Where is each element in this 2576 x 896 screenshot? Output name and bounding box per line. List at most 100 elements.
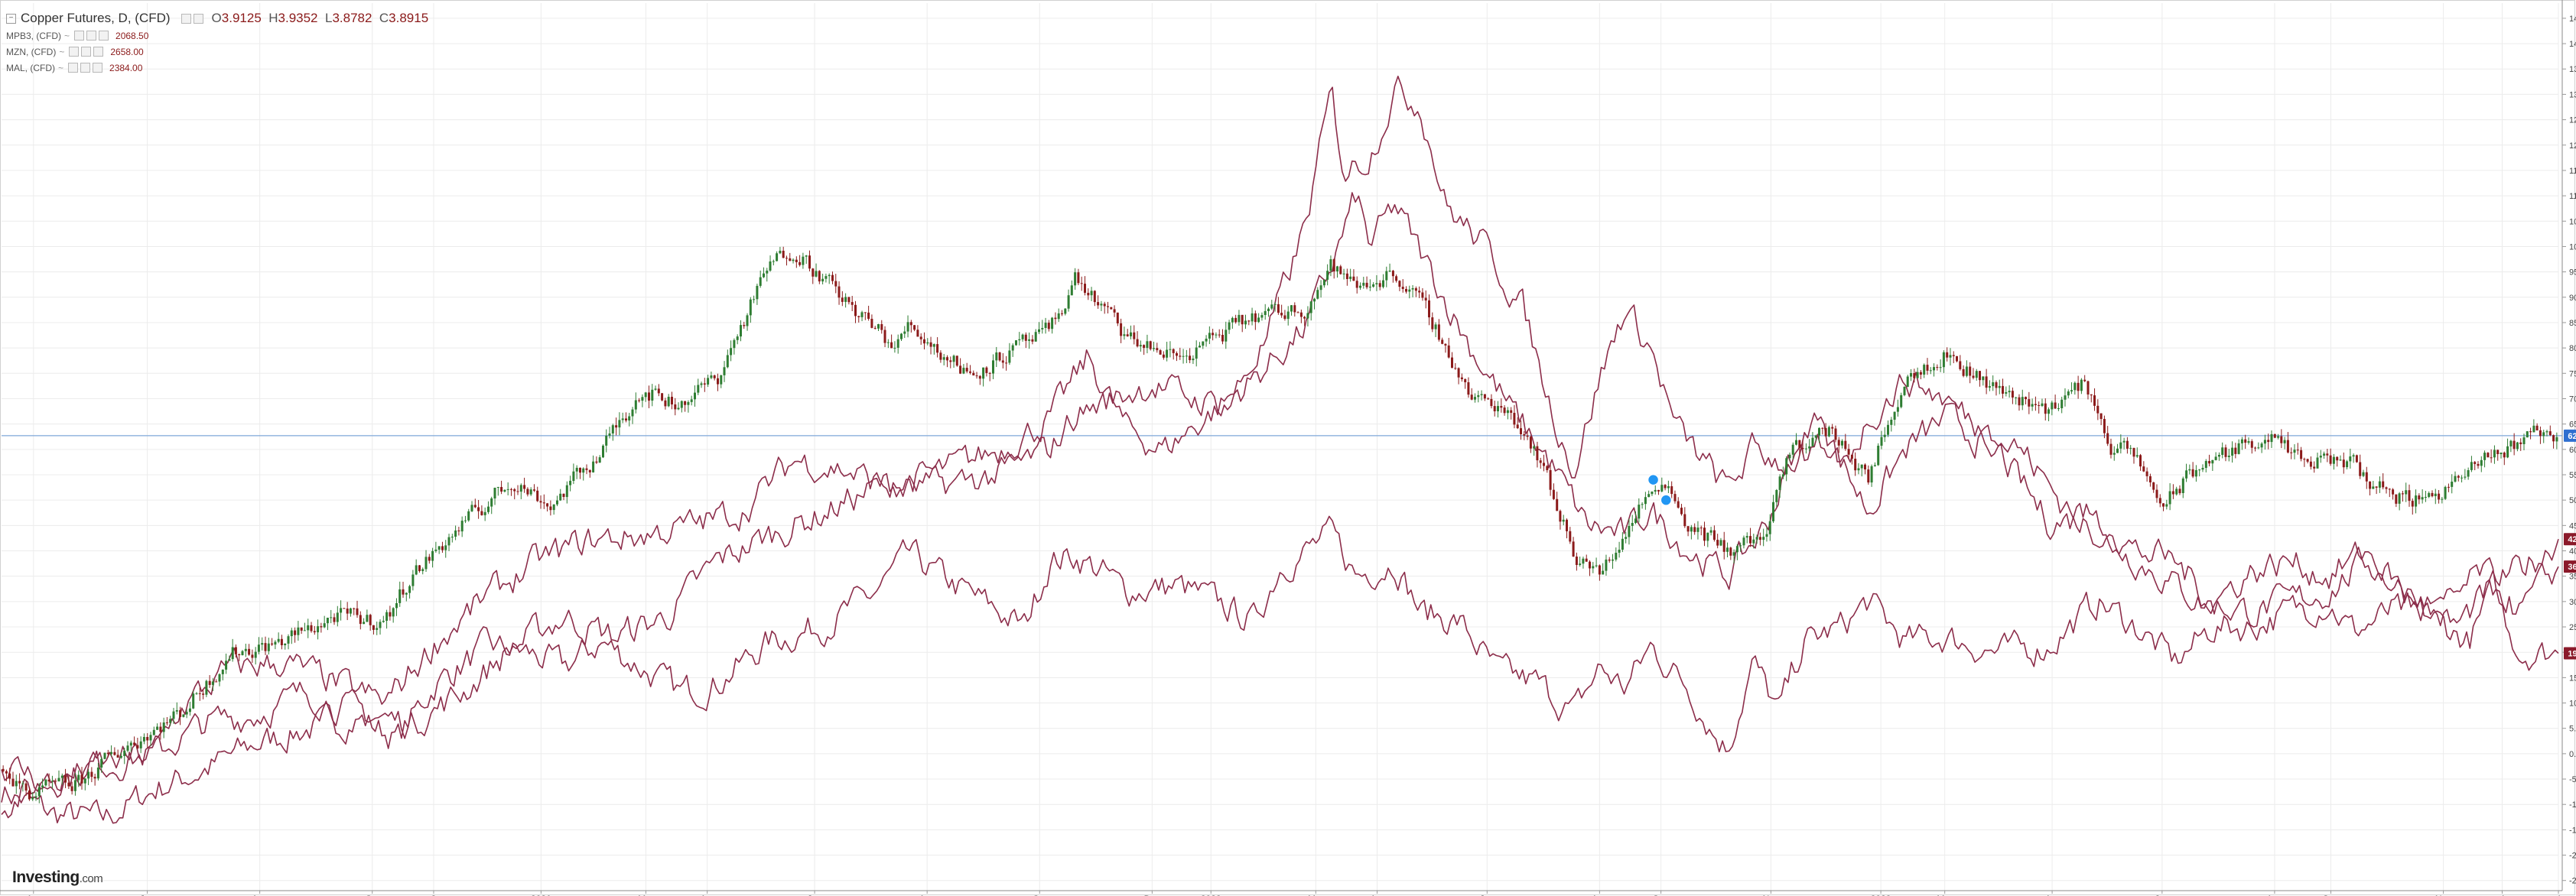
candle-body <box>1758 537 1761 541</box>
x-tick-label: Sep <box>2323 894 2340 896</box>
candle-body <box>1185 355 1188 357</box>
candle-body <box>694 392 696 400</box>
candle-body <box>2490 457 2493 459</box>
candle-body <box>2155 489 2158 498</box>
close-icon[interactable] <box>93 63 103 73</box>
y-tick-label: -15.00% <box>2569 826 2576 835</box>
candle-body <box>2152 482 2155 490</box>
candle-body <box>2342 459 2345 468</box>
candle-body <box>2421 497 2424 500</box>
candle-body <box>1067 295 1070 309</box>
visibility-icon[interactable] <box>68 63 79 73</box>
candle-body <box>1322 279 1325 286</box>
x-tick-label: 4 <box>2500 894 2505 896</box>
close-icon[interactable] <box>99 31 109 41</box>
candle-body <box>2025 397 2027 400</box>
candle-body <box>1431 317 1434 330</box>
visibility-icon[interactable] <box>69 47 80 57</box>
x-tick-label: Jun <box>807 894 821 896</box>
low-value: 3.8782 <box>332 11 372 25</box>
candle-body <box>2224 447 2227 457</box>
last-value-badges: 62.65% 19.77% 42.33% 36.87% <box>2564 429 2576 660</box>
legend-main-row[interactable]: − Copper Futures, D, (CFD) O3.9125 H3.93… <box>6 9 428 28</box>
legend-overlay-row[interactable]: MZN, (CFD) ~ 2658.00 <box>6 46 144 57</box>
close-icon[interactable] <box>193 13 203 24</box>
x-tick-label: Apr <box>700 894 714 896</box>
candle-body <box>2044 403 2047 414</box>
candle-body <box>1090 291 1093 296</box>
candle-body <box>2434 493 2437 496</box>
candle-body <box>1768 521 1771 534</box>
collapse-icon[interactable]: − <box>6 13 16 24</box>
candle-body <box>1749 536 1751 544</box>
candle-body <box>1365 282 1368 287</box>
candle-body <box>2142 466 2145 472</box>
y-tick-label: 135.00% <box>2569 65 2576 74</box>
candle-body <box>893 347 896 349</box>
y-tick-label: 120.00% <box>2569 141 2576 151</box>
candle-body <box>1349 276 1352 279</box>
candle-body <box>2201 468 2204 470</box>
candle-body <box>975 375 978 377</box>
candle-body <box>1487 398 1490 400</box>
candle-body <box>1493 406 1496 411</box>
settings-icon[interactable] <box>81 47 92 57</box>
candle-body <box>618 420 621 428</box>
event-markers <box>1647 473 1673 506</box>
y-tick-label: 25.00% <box>2569 623 2576 632</box>
candle-body <box>1923 365 1926 375</box>
candle-body <box>185 712 188 715</box>
candle-body <box>385 612 389 621</box>
candle-body <box>988 372 991 374</box>
candle-body <box>575 467 578 472</box>
y-tick-label: 80.00% <box>2569 344 2576 353</box>
y-tick-label: -5.00% <box>2569 775 2576 784</box>
candle-body <box>978 375 981 379</box>
candle-body <box>421 569 424 571</box>
candle-body <box>1506 410 1509 414</box>
candle-body <box>1251 313 1254 322</box>
candle-body <box>769 261 772 271</box>
legend-overlay-row[interactable]: MPB3, (CFD) ~ 2068.50 <box>6 30 149 41</box>
candle-body <box>1041 328 1044 330</box>
overlay-name: MZN, (CFD) <box>6 46 57 57</box>
candle-body <box>274 641 277 645</box>
candle-body <box>326 618 329 624</box>
candle-body <box>1234 317 1238 323</box>
candle-body <box>1241 314 1244 325</box>
candle-body <box>1834 428 1837 440</box>
candle-body <box>877 324 880 329</box>
close-icon[interactable] <box>93 47 104 57</box>
candle-body <box>828 274 831 277</box>
candle-body <box>1414 288 1417 291</box>
candle-body <box>1290 305 1293 312</box>
candle-body <box>697 385 700 393</box>
last-value-label: 42.33% <box>2568 535 2576 544</box>
candle-body <box>2214 456 2217 460</box>
candle-body <box>2057 408 2060 409</box>
visibility-icon[interactable] <box>74 31 85 41</box>
candle-body <box>480 511 483 515</box>
candle-body <box>815 271 818 277</box>
candle-body <box>221 670 224 674</box>
settings-icon[interactable] <box>181 13 191 24</box>
candle-body <box>2500 453 2503 454</box>
candle-body <box>982 367 985 379</box>
candle-body <box>1887 424 1889 435</box>
candle-body <box>1031 339 1034 342</box>
legend-overlay-row[interactable]: MAL, (CFD) ~ 2384.00 <box>6 62 143 73</box>
candle-body <box>1618 550 1621 553</box>
candle-body <box>854 304 857 317</box>
settings-icon[interactable] <box>80 63 91 73</box>
x-tick-label: 2021 <box>531 894 551 896</box>
candle-body <box>2319 456 2322 458</box>
candle-body <box>1791 444 1794 455</box>
candle-body <box>759 277 762 286</box>
candle-body <box>2093 395 2096 406</box>
candle-body <box>1467 382 1470 395</box>
settings-icon[interactable] <box>86 31 97 41</box>
candle-body <box>2077 382 2080 391</box>
candle-body <box>418 565 421 571</box>
y-tick-label: 60.00% <box>2569 446 2576 455</box>
